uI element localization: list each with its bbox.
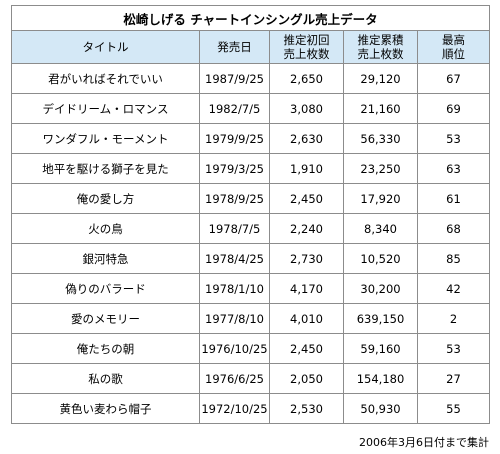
cell-first-week: 2,630 (269, 123, 344, 154)
cell-total: 154,180 (343, 363, 418, 394)
cell-date: 1977/8/10 (199, 303, 270, 334)
cell-title: 地平を駆ける獅子を見た (11, 153, 200, 184)
cell-first-week: 2,530 (269, 393, 344, 424)
header-title: タイトル (11, 30, 200, 64)
cell-first-week: 2,650 (269, 63, 344, 94)
header-peak: 最高 順位 (417, 30, 490, 64)
table-row: 偽りのバラード 1978/1/10 4,170 30,200 42 (11, 273, 490, 304)
header-peak-line1: 最高 (442, 33, 465, 47)
cell-total: 56,330 (343, 123, 418, 154)
cell-date: 1982/7/5 (199, 93, 270, 124)
header-date: 発売日 (199, 30, 270, 64)
cell-peak: 61 (417, 183, 490, 214)
table-row: デイドリーム・ロマンス 1982/7/5 3,080 21,160 69 (11, 93, 490, 124)
cell-title: 銀河特急 (11, 243, 200, 274)
header-total-line1: 推定累積 (357, 33, 404, 47)
header-first-week-line1: 推定初回 (283, 33, 330, 47)
cell-title: 愛のメモリー (11, 303, 200, 334)
cell-peak: 53 (417, 333, 490, 364)
footer-note: 2006年3月6日付まで集計 (359, 436, 489, 449)
header-peak-line2: 順位 (442, 47, 465, 61)
cell-total: 23,250 (343, 153, 418, 184)
cell-first-week: 3,080 (269, 93, 344, 124)
cell-total: 30,200 (343, 273, 418, 304)
cell-title: ワンダフル・モーメント (11, 123, 200, 154)
cell-peak: 69 (417, 93, 490, 124)
cell-first-week: 2,450 (269, 183, 344, 214)
cell-total: 59,160 (343, 333, 418, 364)
cell-total: 17,920 (343, 183, 418, 214)
table-row: 君がいればそれでいい 1987/9/25 2,650 29,120 67 (11, 63, 490, 94)
cell-peak: 42 (417, 273, 490, 304)
cell-date: 1976/10/25 (199, 333, 270, 364)
cell-total: 10,520 (343, 243, 418, 274)
table-row: 私の歌 1976/6/25 2,050 154,180 27 (11, 363, 490, 394)
cell-title: 君がいればそれでいい (11, 63, 200, 94)
cell-first-week: 4,010 (269, 303, 344, 334)
header-first-week-line2: 売上枚数 (283, 47, 330, 61)
cell-date: 1978/1/10 (199, 273, 270, 304)
cell-peak: 27 (417, 363, 490, 394)
table-row: 地平を駆ける獅子を見た 1979/3/25 1,910 23,250 63 (11, 153, 490, 184)
cell-title: 火の鳥 (11, 213, 200, 244)
sales-table: 松崎しげる チャートインシングル売上データ タイトル 発売日 推定初回 売上枚数… (11, 5, 490, 424)
table-row: 俺たちの朝 1976/10/25 2,450 59,160 53 (11, 333, 490, 364)
cell-date: 1987/9/25 (199, 63, 270, 94)
cell-peak: 2 (417, 303, 490, 334)
cell-total: 639,150 (343, 303, 418, 334)
cell-peak: 67 (417, 63, 490, 94)
header-total: 推定累積 売上枚数 (343, 30, 418, 64)
header-row: タイトル 発売日 推定初回 売上枚数 推定累積 売上枚数 最高 順位 (11, 30, 490, 64)
cell-peak: 85 (417, 243, 490, 274)
table-row: ワンダフル・モーメント 1979/9/25 2,630 56,330 53 (11, 123, 490, 154)
cell-peak: 53 (417, 123, 490, 154)
cell-total: 8,340 (343, 213, 418, 244)
cell-first-week: 2,050 (269, 363, 344, 394)
table-row: 火の鳥 1978/7/5 2,240 8,340 68 (11, 213, 490, 244)
cell-first-week: 1,910 (269, 153, 344, 184)
cell-title: 黄色い麦わら帽子 (11, 393, 200, 424)
cell-date: 1976/6/25 (199, 363, 270, 394)
cell-title: デイドリーム・ロマンス (11, 93, 200, 124)
cell-date: 1979/9/25 (199, 123, 270, 154)
cell-first-week: 2,240 (269, 213, 344, 244)
cell-title: 私の歌 (11, 363, 200, 394)
cell-total: 29,120 (343, 63, 418, 94)
cell-title: 俺の愛し方 (11, 183, 200, 214)
table-title: 松崎しげる チャートインシングル売上データ (11, 5, 490, 31)
table-row: 黄色い麦わら帽子 1972/10/25 2,530 50,930 55 (11, 393, 490, 424)
cell-date: 1978/4/25 (199, 243, 270, 274)
cell-title: 偽りのバラード (11, 273, 200, 304)
cell-peak: 55 (417, 393, 490, 424)
header-total-line2: 売上枚数 (357, 47, 404, 61)
cell-date: 1979/3/25 (199, 153, 270, 184)
cell-date: 1978/9/25 (199, 183, 270, 214)
cell-date: 1978/7/5 (199, 213, 270, 244)
cell-title: 俺たちの朝 (11, 333, 200, 364)
table-row: 俺の愛し方 1978/9/25 2,450 17,920 61 (11, 183, 490, 214)
table-row: 銀河特急 1978/4/25 2,730 10,520 85 (11, 243, 490, 274)
cell-peak: 63 (417, 153, 490, 184)
cell-first-week: 2,730 (269, 243, 344, 274)
table-row: 愛のメモリー 1977/8/10 4,010 639,150 2 (11, 303, 490, 334)
cell-peak: 68 (417, 213, 490, 244)
cell-date: 1972/10/25 (199, 393, 270, 424)
cell-total: 50,930 (343, 393, 418, 424)
cell-first-week: 4,170 (269, 273, 344, 304)
cell-first-week: 2,450 (269, 333, 344, 364)
cell-total: 21,160 (343, 93, 418, 124)
header-first-week: 推定初回 売上枚数 (269, 30, 344, 64)
chart-table-container: 松崎しげる チャートインシングル売上データ タイトル 発売日 推定初回 売上枚数… (11, 5, 490, 424)
